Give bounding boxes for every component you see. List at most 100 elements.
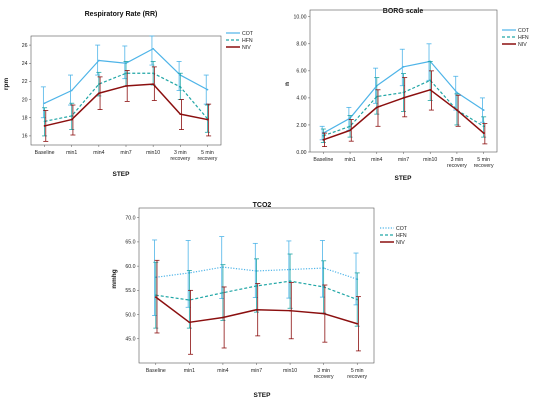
data-point [43, 125, 46, 127]
data-point [152, 83, 155, 86]
data-point [255, 285, 258, 287]
legend-label: COT [396, 226, 408, 232]
x-tick-label: min4 [217, 368, 228, 374]
y-tick-label: 4.00 [296, 96, 306, 102]
data-point [482, 132, 485, 134]
data-point [154, 296, 157, 299]
chart-title: TCO2 [253, 202, 272, 209]
x-tick-label: recovery [170, 156, 190, 162]
plot-frame [30, 35, 222, 146]
x-tick-label: recovery [197, 156, 217, 162]
data-point [188, 321, 191, 324]
x-tick-label: min7 [120, 150, 131, 156]
chart-title: Respiratory Rate (RR) [85, 11, 158, 18]
data-point [43, 102, 46, 105]
data-point [482, 125, 485, 128]
legend-label: HFN [396, 233, 407, 239]
y-tick-label: 70.0 [125, 215, 135, 221]
y-axis-label: n [284, 82, 291, 86]
data-point [322, 134, 325, 137]
x-tick-label: min10 [423, 157, 437, 163]
data-point [375, 95, 378, 98]
data-point [429, 88, 432, 91]
x-tick-label: min10 [146, 150, 160, 156]
x-tick-label: recovery [474, 163, 494, 169]
data-point [289, 280, 291, 283]
data-point [402, 65, 405, 68]
x-tick-label: 5 min [201, 150, 214, 156]
data-point [456, 109, 458, 111]
data-point [322, 286, 325, 288]
chart-title: BORG scale [383, 8, 424, 15]
y-tick-label: 50.0 [125, 312, 135, 318]
x-tick-label: Baseline [35, 150, 55, 156]
data-point [482, 109, 485, 111]
y-tick-label: 55.0 [125, 288, 135, 294]
data-point [206, 118, 209, 121]
y-tick-label: 45.0 [125, 337, 135, 343]
x-tick-label: 3 min [451, 157, 464, 163]
y-tick-label: 22 [22, 79, 28, 85]
data-point [179, 113, 182, 116]
x-tick-label: min7 [398, 157, 409, 163]
data-point [429, 79, 432, 82]
data-point [349, 125, 351, 128]
data-point [43, 120, 46, 123]
y-tick-label: 16 [22, 134, 28, 140]
x-tick-label: Baseline [146, 368, 166, 374]
x-tick-label: min1 [66, 150, 77, 156]
data-point [356, 322, 359, 325]
data-point [206, 88, 209, 91]
data-point [222, 291, 224, 294]
data-point [356, 298, 359, 301]
x-axis-label: STEP [254, 392, 272, 399]
legend-label: COT [242, 31, 254, 37]
data-point [154, 294, 157, 297]
data-point [255, 308, 258, 311]
legend-label: HFN [242, 38, 253, 44]
x-tick-label: min1 [184, 368, 195, 374]
x-axis-label: STEP [395, 175, 413, 182]
data-point [188, 299, 191, 301]
data-point [152, 47, 155, 50]
y-tick-label: 8.00 [296, 42, 306, 48]
y-tick-label: 60.0 [125, 264, 135, 270]
data-point [375, 106, 378, 109]
x-tick-label: 3 min [317, 368, 330, 374]
data-point [70, 118, 73, 121]
legend-label: NIV [242, 45, 251, 51]
x-tick-label: 5 min [351, 368, 364, 374]
y-axis-label: rpm [3, 78, 10, 91]
data-point [349, 129, 351, 132]
data-point [402, 97, 405, 99]
x-tick-label: Baseline [313, 157, 333, 163]
data-point [322, 312, 325, 315]
y-tick-label: 26 [22, 43, 28, 49]
x-tick-label: min10 [283, 368, 297, 374]
y-tick-label: 18 [22, 116, 28, 122]
y-tick-label: 24 [22, 61, 28, 67]
x-tick-label: min4 [371, 157, 382, 163]
x-tick-label: recovery [447, 163, 467, 169]
data-point [152, 72, 155, 75]
chart-rr: Respiratory Rate (RR) STEP rpm 16 18 20 22 24 26… [3, 11, 254, 178]
y-axis-label: mmhg [111, 269, 118, 289]
data-point [179, 85, 182, 88]
x-tick-label: recovery [314, 374, 334, 380]
data-point [70, 115, 73, 117]
y-tick-label: 65.0 [125, 240, 135, 246]
y-tick-label: 0.00 [296, 150, 306, 156]
data-point [97, 92, 100, 95]
y-tick-label: 10.00 [294, 15, 307, 21]
x-tick-label: min4 [93, 150, 104, 156]
y-tick-label: 2.00 [296, 123, 306, 129]
legend-label: NIV [396, 240, 405, 246]
legend-label: HFN [518, 35, 529, 41]
data-point [97, 59, 100, 62]
x-tick-label: 3 min [174, 150, 187, 156]
data-point [456, 91, 458, 94]
data-point [97, 83, 100, 86]
chart-tco2: TCO2 STEP mmhg 45.0 50.0 55.0 60.0 65.0 70.0 Base… [111, 202, 408, 399]
legend-label: NIV [518, 42, 527, 48]
data-point [322, 138, 325, 141]
